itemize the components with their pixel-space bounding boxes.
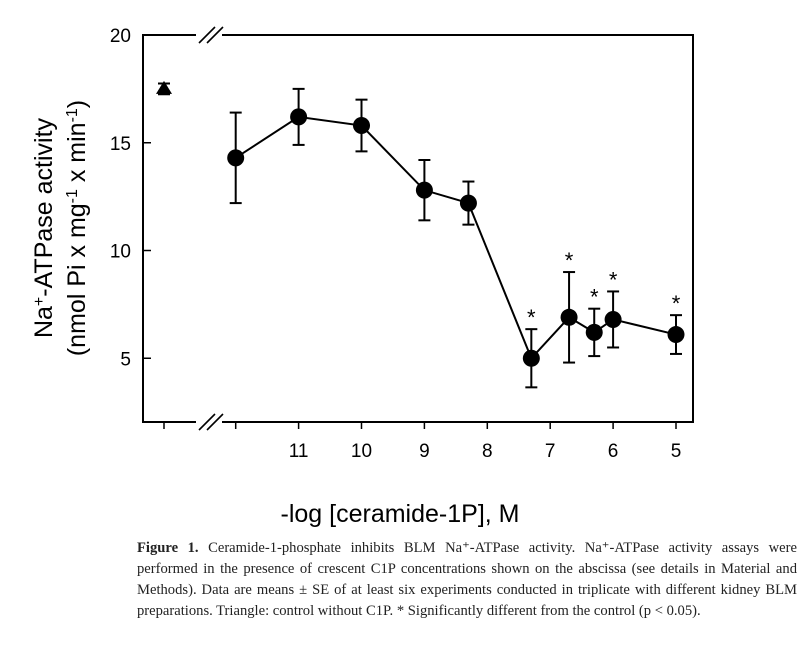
data-point (227, 149, 245, 167)
data-point (353, 117, 370, 135)
data-point (667, 326, 685, 344)
axis-break-mark (206, 26, 224, 44)
y-axis-label-line2: (nmol Pi x mg-1 x min-1) (63, 100, 91, 356)
caption-label: Figure 1. (137, 540, 199, 556)
x-tick-label: 9 (419, 441, 430, 462)
y-tick-label: 15 (110, 134, 131, 155)
axis-break-mark (198, 26, 216, 44)
significance-asterisk: * (609, 267, 618, 292)
significance-asterisk: * (672, 291, 681, 316)
control-triangle-marker (156, 80, 172, 94)
y-tick-label: 20 (110, 26, 131, 47)
x-tick-label: 7 (545, 441, 556, 462)
axis-break-gap (196, 418, 222, 426)
series-line (235, 115, 677, 361)
significance-asterisk: * (565, 248, 574, 273)
significance-asterisk: * (590, 285, 599, 310)
axis-break-gap (196, 31, 222, 39)
axis-break-mark (206, 413, 224, 431)
x-tick-label: 8 (482, 441, 493, 462)
data-point (585, 323, 603, 341)
x-tick-label: 6 (608, 441, 619, 462)
data-point (560, 308, 578, 326)
data-point (415, 181, 433, 199)
y-tick-label: 5 (120, 349, 131, 370)
y-tick-label: 10 (110, 242, 131, 263)
data-point (459, 194, 477, 212)
data-point (290, 108, 308, 126)
caption-text: Ceramide-1-phosphate inhibits BLM Na⁺-AT… (137, 540, 797, 619)
figure-caption: Figure 1. Ceramide-1-phosphate inhibits … (137, 538, 797, 622)
x-tick-label: 10 (351, 441, 372, 462)
data-point (522, 349, 540, 367)
x-tick-label: 5 (671, 441, 682, 462)
x-tick-label: 11 (289, 441, 309, 462)
chart: 5 10 15 20 11 10 9 8 7 6 5 -log [ceramide-1P], M Na+… (30, 26, 694, 528)
significance-asterisk: * (527, 305, 536, 330)
x-axis-label: -log [ceramide-1P], M (281, 500, 520, 528)
axis-break-mark (198, 413, 216, 431)
data-point (604, 310, 622, 328)
plot-frame (142, 34, 694, 423)
y-axis-label-line1: Na+-ATPase activity (30, 117, 58, 338)
